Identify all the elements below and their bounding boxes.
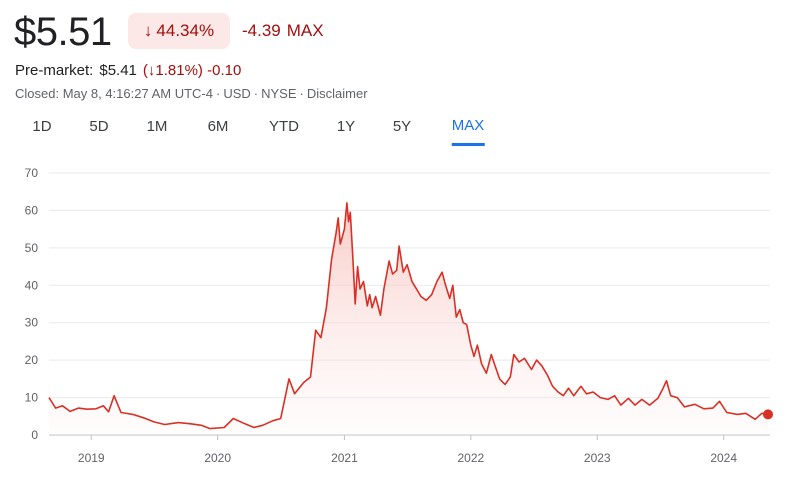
exchange: NYSE <box>261 86 297 101</box>
current-price: $5.51 <box>14 10 112 54</box>
separator: · <box>253 86 259 101</box>
tab-5y[interactable]: 5Y <box>392 118 412 135</box>
y-tick-label: 70 <box>25 166 39 180</box>
change-abs-value: -4.39 <box>242 21 281 40</box>
tab-max[interactable]: MAX <box>451 113 485 146</box>
period-label: MAX <box>286 21 324 40</box>
x-tick-label: 2021 <box>331 451 358 465</box>
down-arrow-icon: ↓ <box>143 21 153 40</box>
change-percent-badge: ↓ 44.34% <box>128 13 230 49</box>
premarket-percent: (↓1.81%) <box>142 62 203 79</box>
premarket-change: -0.10 <box>207 62 242 79</box>
absolute-change: -4.39 MAX <box>242 13 324 49</box>
tab-ytd[interactable]: YTD <box>269 118 299 135</box>
market-status: Closed: May 8, 4:16:27 AM UTC-4 · USD · NYSE… <box>15 85 368 103</box>
x-tick-label: 2020 <box>204 451 231 465</box>
currency: USD <box>223 86 251 101</box>
y-tick-label: 40 <box>25 278 39 292</box>
x-tick-label: 2023 <box>584 451 611 465</box>
separator: · <box>215 86 221 101</box>
closed-time: Closed: May 8, 4:16:27 AM UTC-4 <box>15 86 213 101</box>
tab-1d[interactable]: 1D <box>32 118 52 135</box>
y-tick-label: 60 <box>25 203 39 217</box>
separator: · <box>299 86 304 101</box>
tab-5d[interactable]: 5D <box>89 118 109 135</box>
range-tabs: 1D 5D 1M 6M YTD 1Y 5Y MAX <box>0 113 520 146</box>
x-tick-label: 2024 <box>710 451 737 465</box>
premarket-label: Pre-market: <box>15 62 94 79</box>
y-tick-label: 20 <box>25 353 39 367</box>
premarket-price: $5.41 <box>99 62 137 79</box>
x-tick-label: 2019 <box>78 451 105 465</box>
x-tick-label: 2022 <box>457 451 484 465</box>
y-tick-label: 10 <box>25 391 39 405</box>
tab-1m[interactable]: 1M <box>146 118 168 135</box>
price-line[interactable] <box>48 202 769 430</box>
y-tick-label: 30 <box>25 316 39 330</box>
disclaimer-link[interactable]: Disclaimer <box>306 86 368 101</box>
premarket-row: Pre-market: $5.41 (↓1.81%) -0.10 <box>15 61 241 81</box>
tab-1y[interactable]: 1Y <box>336 118 356 135</box>
y-tick-label: 0 <box>31 428 38 442</box>
price-area-fill <box>49 202 768 435</box>
current-price-marker <box>763 409 773 420</box>
y-tick-label: 50 <box>25 241 39 255</box>
change-percent-value: 44.34% <box>156 21 215 40</box>
tab-6m[interactable]: 6M <box>207 118 229 135</box>
